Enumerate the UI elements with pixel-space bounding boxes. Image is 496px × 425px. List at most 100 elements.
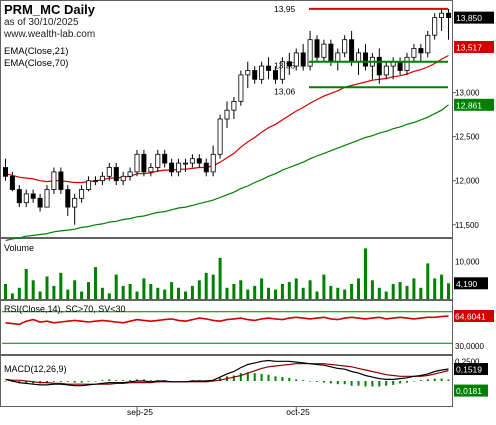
macd-histogram-bar: [399, 381, 402, 384]
as-of-date: as of 30/10/2025: [4, 17, 79, 28]
price-tick-label: 12,500: [455, 133, 480, 142]
candle-body: [189, 158, 195, 164]
macd-histogram-bar: [378, 381, 381, 387]
volume-bar: [80, 291, 84, 299]
volume-bar: [350, 284, 354, 299]
price-badge: [454, 40, 494, 53]
candle-body: [439, 12, 445, 18]
volume-bar: [66, 289, 70, 299]
volume-title: Volume: [4, 243, 34, 253]
macd-histogram-bar: [447, 379, 450, 381]
volume-badge-label: 4,190: [456, 279, 478, 289]
macd-histogram-bar: [4, 381, 7, 382]
volume-bar: [260, 278, 264, 299]
macd-histogram-bar: [406, 381, 408, 383]
candle-body: [335, 52, 341, 63]
macd-histogram-bar: [316, 381, 318, 382]
macd-histogram-bar: [108, 379, 111, 381]
candle-body: [79, 189, 85, 199]
candle-body: [279, 61, 285, 80]
price-tick-label: 13,000: [455, 89, 480, 98]
volume-bar: [107, 293, 111, 299]
candle-body: [141, 153, 147, 173]
ema21-line: [5, 54, 449, 184]
volume-bar: [364, 248, 367, 299]
macd-histogram-bar: [412, 381, 415, 382]
level-label: 13,35: [274, 61, 296, 71]
volume-bar: [267, 287, 270, 300]
macd-histogram-bar: [440, 378, 443, 381]
macd-histogram-bar: [385, 381, 388, 386]
volume-bar: [87, 282, 90, 299]
volume-bar: [391, 284, 395, 299]
volume-badge: [454, 277, 488, 290]
volume-bar: [412, 278, 416, 299]
macd-histogram-bar: [350, 381, 353, 386]
macd-histogram-bar: [80, 381, 83, 383]
macd-histogram-bar: [142, 379, 145, 381]
candle-body: [106, 167, 112, 177]
chart-header: PRM_MC Daily as of 30/10/2025 www.wealth…: [4, 2, 95, 41]
volume-bar: [197, 280, 201, 300]
candle-body: [99, 175, 105, 182]
volume-bar: [315, 291, 319, 299]
candle-body: [397, 61, 403, 71]
macd-histogram-bar: [260, 373, 263, 381]
candle-body: [293, 52, 299, 67]
rsi-title: RSI(Close,14), SC>70, SV<30: [4, 304, 126, 314]
volume-bar: [149, 284, 153, 299]
macd-histogram-bar: [295, 379, 298, 381]
candle-body: [196, 158, 202, 164]
volume-bar: [398, 282, 402, 299]
volume-bar: [336, 287, 340, 300]
volume-tick-label: 10,000: [455, 258, 480, 267]
macd-title: MACD(12,26,9): [4, 364, 67, 374]
macd-histogram-bar: [52, 381, 55, 382]
price-tick-label: 11,500: [455, 221, 479, 230]
candle-body: [356, 52, 362, 63]
volume-bar: [128, 284, 132, 299]
volume-bar: [447, 283, 450, 299]
volume-bar: [294, 278, 298, 299]
macd-histogram-bar: [329, 381, 332, 384]
macd-histogram-bar: [232, 375, 235, 381]
histogram-badge: [454, 384, 488, 397]
candle-body: [16, 189, 22, 204]
volume-bar: [31, 280, 35, 300]
volume-bar: [204, 272, 208, 300]
candle-body: [404, 56, 410, 71]
candle-body: [203, 162, 209, 173]
macd-histogram-bar: [343, 381, 346, 385]
volume-bar: [232, 284, 236, 299]
volume-bar: [419, 287, 423, 300]
volume-bar: [73, 280, 77, 300]
candle-body: [72, 197, 78, 208]
macd-signal-line: [5, 363, 449, 385]
candle-body: [134, 153, 140, 173]
level-label: 13,06: [274, 86, 296, 96]
macd-histogram-bar: [392, 381, 395, 385]
candle-body: [342, 39, 348, 54]
candle-body: [328, 43, 334, 63]
macd-tick-label: 0,2500: [455, 357, 480, 366]
candle-body: [113, 167, 119, 182]
rsi-badge: [454, 310, 494, 323]
ema70-line: [5, 104, 449, 242]
price-badge-label: 13,517: [456, 42, 482, 52]
candle-body: [266, 65, 272, 71]
volume-bar: [38, 291, 42, 299]
macd-histogram-bar: [371, 381, 374, 387]
volume-bar: [322, 274, 326, 299]
candle-body: [155, 153, 161, 168]
candle-body: [65, 189, 71, 208]
volume-bar: [384, 291, 388, 299]
candle-body: [9, 175, 15, 190]
candle-body: [127, 171, 133, 177]
volume-bar: [329, 285, 333, 299]
histogram-badge-label: 0,0181: [456, 386, 482, 396]
volume-bar: [190, 285, 194, 299]
candle-body: [182, 162, 188, 165]
macd-histogram-bar: [239, 373, 242, 381]
candle-body: [23, 193, 29, 204]
